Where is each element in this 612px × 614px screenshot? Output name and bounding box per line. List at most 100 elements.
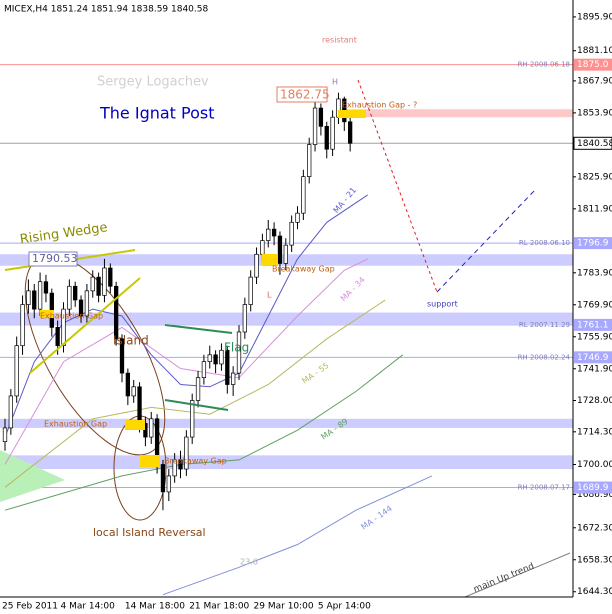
gap-box: [262, 254, 278, 266]
flag-line: [164, 324, 233, 334]
level-label: 1796.9: [577, 239, 609, 249]
y-tick-label: 1658.30: [577, 555, 612, 565]
y-tick-label: 1867.90: [577, 76, 612, 86]
level-tag: [574, 58, 612, 71]
candle-body: [271, 228, 277, 237]
candle-body: [55, 327, 60, 347]
y-tick-label: 1881.10: [577, 46, 612, 56]
zone: [0, 455, 573, 470]
candle-body: [90, 276, 95, 292]
annotation: support: [427, 300, 458, 309]
level-tag: [574, 351, 612, 364]
candle-body: [113, 285, 119, 340]
moving-average: [4, 299, 386, 488]
candle-body: [20, 304, 25, 347]
candle-body: [283, 244, 288, 264]
candle-body: [125, 372, 131, 397]
axis-panel: [0, 597, 612, 614]
candle-body: [178, 459, 183, 470]
level-name: RH 2008.07.17: [518, 484, 570, 492]
y-tick-label: 1714.30: [577, 427, 612, 437]
level-name: RL 2008.06.10: [519, 239, 570, 247]
y-tick-label: 1825.90: [577, 172, 612, 182]
candle-body: [260, 240, 265, 255]
zone: [0, 418, 573, 428]
trend-line: [464, 552, 571, 598]
candle-body: [143, 423, 148, 438]
annotation: Breakaway Gap: [164, 457, 227, 466]
candle-body: [137, 386, 142, 424]
candle-body: [242, 304, 248, 333]
level-tag: [574, 318, 612, 331]
gap-box: [40, 310, 54, 318]
annotation: 23.6: [240, 558, 258, 567]
axis-panel: [573, 0, 612, 614]
gap-box: [338, 110, 366, 118]
candle-body: [348, 121, 353, 144]
y-tick-label: 1741.90: [577, 364, 612, 374]
candle-body: [301, 176, 306, 214]
y-tick-label: 1755.90: [577, 332, 612, 342]
candle-body: [219, 349, 224, 365]
candle-body: [149, 418, 154, 438]
candle-body: [160, 464, 166, 493]
candle-body: [37, 281, 43, 310]
level-label: 1761.1: [577, 320, 609, 330]
candle-body: [102, 267, 107, 296]
last-price-tag: [573, 136, 612, 150]
candle-body: [131, 386, 136, 397]
candle-body: [2, 427, 8, 442]
candle-body: [8, 395, 14, 429]
y-tick-label: 1644.30: [577, 587, 612, 597]
annotation: 1862.75: [280, 88, 330, 102]
candle-body: [119, 338, 125, 374]
moving-average: [4, 258, 368, 465]
annotation: L: [267, 291, 272, 300]
wedge-line: [29, 277, 141, 374]
level-label: 1746.9: [577, 353, 609, 363]
candle-body: [14, 345, 19, 397]
annotation: 1790.53: [32, 252, 78, 265]
y-tick-label: 1783.90: [577, 268, 612, 278]
candle-body: [43, 281, 49, 294]
annotation: Exhaustion Gap - ?: [342, 101, 417, 110]
annotation: Island: [113, 334, 149, 348]
level-label: 1875.0: [577, 60, 609, 70]
x-tick-label: 25 Feb 2011: [2, 602, 58, 612]
profile: [0, 450, 65, 502]
candle-body: [231, 372, 236, 385]
annotation: Exhaustion Gap: [44, 420, 107, 429]
annotation: resistant: [322, 36, 357, 45]
candle-body: [201, 361, 207, 379]
candle-body: [266, 228, 271, 241]
y-tick-label: 1811.90: [577, 204, 612, 214]
gap-box: [140, 455, 160, 467]
level-tag: [574, 481, 612, 494]
candle-body: [289, 221, 294, 246]
candle-body: [248, 276, 253, 305]
site: The Ignat Post: [99, 104, 215, 123]
candle-body: [195, 377, 201, 401]
y-tick-label: 1769.90: [577, 300, 612, 310]
gap-box: [125, 420, 145, 430]
annotation: Exhaustion Gap: [40, 312, 103, 321]
level-name: RL 2007.11.29: [519, 321, 570, 329]
candle-body: [166, 475, 171, 493]
candle-body: [190, 400, 195, 438]
price-box: [28, 251, 78, 267]
price-box: [276, 86, 328, 103]
x-tick-label: 5 Apr 14:00: [318, 602, 371, 612]
candle-body: [307, 144, 312, 177]
y-tick-label: 1686.90: [577, 490, 612, 500]
candle-body: [236, 331, 242, 374]
header: MICEX,H4 1851.24 1851.94 1838.59 1840.58: [4, 5, 208, 15]
y-tick-label: 1853.90: [577, 108, 612, 118]
x-tick-label: 21 Mar 18:00: [189, 602, 249, 612]
candle-body: [84, 290, 90, 317]
candle-body: [67, 285, 72, 310]
annotation: local Island Reversal: [93, 526, 206, 539]
candle-body: [277, 235, 283, 264]
candle-body: [207, 354, 212, 363]
